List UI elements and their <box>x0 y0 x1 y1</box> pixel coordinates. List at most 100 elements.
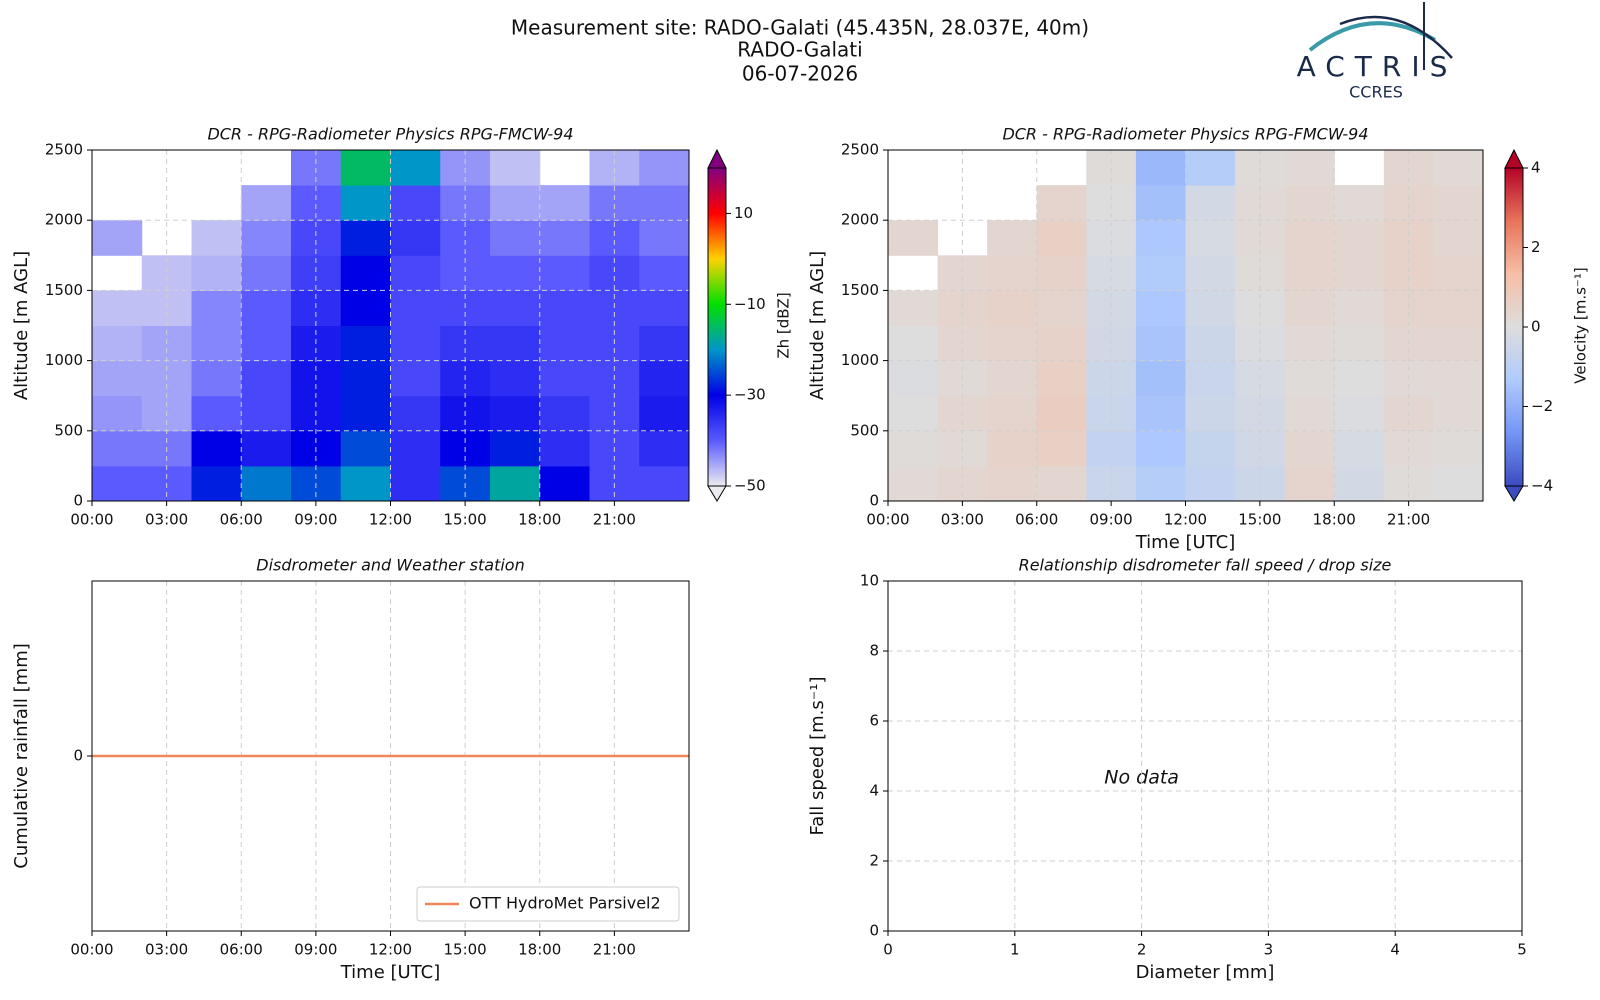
heatmap-cell <box>1036 185 1087 221</box>
panel-title: DCR - RPG-Radiometer Physics RPG-FMCW-94 <box>207 125 573 144</box>
heatmap-cell <box>987 395 1038 432</box>
heatmap-cell <box>390 360 441 397</box>
heatmap-cell <box>490 185 541 221</box>
x-tick-label: 18:00 <box>1313 511 1356 529</box>
heatmap-cell <box>987 220 1038 256</box>
heatmap-cell <box>639 255 690 291</box>
heatmap-cell <box>1135 430 1186 467</box>
panel-title: Disdrometer and Weather station <box>256 556 524 575</box>
heatmap-cell <box>1433 360 1484 397</box>
heatmap-cell <box>191 220 242 256</box>
heatmap-cell <box>1433 395 1484 432</box>
y-axis-label: Altitude [m AGL] <box>11 251 32 400</box>
heatmap-cell <box>888 325 939 362</box>
y-tick-label: 500 <box>54 421 83 439</box>
x-tick-label: 03:00 <box>145 941 188 959</box>
x-tick-label: 21:00 <box>593 941 636 959</box>
heatmap-cell <box>340 395 391 432</box>
heatmap-cell <box>92 290 143 326</box>
y-tick-label: 1500 <box>841 281 879 299</box>
x-axis-label: Time [UTC] <box>340 962 441 983</box>
heatmap-cell <box>340 465 391 502</box>
x-tick-label: 09:00 <box>294 511 337 529</box>
heatmap-cell <box>1334 395 1385 432</box>
colorbar-label: Zh [dBZ] <box>775 292 793 358</box>
y-tick-label: 2000 <box>841 211 879 229</box>
heatmap-cell <box>490 360 541 397</box>
heatmap-cell <box>539 395 590 432</box>
heatmap-cell <box>241 185 292 221</box>
heatmap-cell <box>888 220 939 256</box>
panel-title: Relationship disdrometer fall speed / dr… <box>1019 556 1392 575</box>
heatmap-cell <box>1284 395 1335 432</box>
x-axis-label: Time [UTC] <box>1135 532 1236 553</box>
heatmap-cell <box>1135 255 1186 291</box>
suptitle: 06-07-2026 <box>742 62 858 86</box>
heatmap-cell <box>987 360 1038 397</box>
heatmap-cell <box>340 220 391 256</box>
heatmap-cell <box>987 255 1038 291</box>
heatmap-cell <box>1036 325 1087 362</box>
y-tick-label: 0 <box>73 747 83 765</box>
heatmap-cell <box>92 325 143 362</box>
heatmap-cell <box>1135 465 1186 502</box>
x-tick-label: 5 <box>1517 941 1527 959</box>
x-tick-label: 15:00 <box>444 941 487 959</box>
heatmap-cell <box>490 220 541 256</box>
heatmap-cell <box>1036 360 1087 397</box>
heatmap-cell <box>1284 150 1335 186</box>
x-tick-label: 06:00 <box>1015 511 1058 529</box>
heatmap-cell <box>241 465 292 502</box>
heatmap-cell <box>1284 220 1335 256</box>
heatmap-cell <box>539 255 590 291</box>
heatmap-cell <box>340 185 391 221</box>
heatmap-cell <box>539 360 590 397</box>
heatmap-cell <box>1284 255 1335 291</box>
heatmap-cell <box>1334 465 1385 502</box>
y-tick-label: 10 <box>860 572 879 590</box>
x-tick-label: 12:00 <box>1164 511 1207 529</box>
x-tick-label: 21:00 <box>593 511 636 529</box>
panel: DCR - RPG-Radiometer Physics RPG-FMCW-94… <box>807 125 1590 554</box>
heatmap-cell <box>490 430 541 467</box>
heatmap-cell <box>1036 255 1087 291</box>
panel-title: DCR - RPG-Radiometer Physics RPG-FMCW-94 <box>1002 125 1368 144</box>
heatmap-cell <box>1135 150 1186 186</box>
heatmap-cell <box>1433 150 1484 186</box>
heatmap-cell <box>1433 220 1484 256</box>
suptitle: RADO-Galati <box>737 38 862 62</box>
heatmap-cell <box>1433 185 1484 221</box>
heatmap-cell <box>639 430 690 467</box>
heatmap-cell <box>490 395 541 432</box>
heatmap-cell <box>1135 360 1186 397</box>
heatmap-cell <box>191 255 242 291</box>
heatmap-cell <box>92 220 143 256</box>
heatmap-cell <box>191 325 242 362</box>
logo-arc <box>1339 15 1453 59</box>
logo-arc <box>1308 21 1437 52</box>
colorbar-tick-label: 2 <box>1531 238 1541 256</box>
heatmap-cell <box>1334 290 1385 326</box>
heatmap-cell <box>191 395 242 432</box>
y-tick-label: 1000 <box>841 351 879 369</box>
heatmap-cell <box>92 465 143 502</box>
heatmap-cell <box>1036 430 1087 467</box>
x-tick-label: 18:00 <box>518 511 561 529</box>
heatmap-cell <box>1185 325 1236 362</box>
y-tick-label: 2500 <box>841 141 879 159</box>
heatmap-cell <box>639 150 690 186</box>
heatmap-cell <box>241 430 292 467</box>
heatmap-cell <box>1433 325 1484 362</box>
heatmap-cell <box>390 150 441 186</box>
panel: Relationship disdrometer fall speed / dr… <box>807 556 1527 984</box>
y-tick-label: 1500 <box>45 281 83 299</box>
legend <box>416 886 680 922</box>
heatmap-cell <box>1135 395 1186 432</box>
legend-label: OTT HydroMet Parsivel2 <box>469 894 661 913</box>
y-axis-label: Fall speed [m.s⁻¹] <box>807 677 828 836</box>
heatmap-cell <box>1284 290 1335 326</box>
heatmap-cell <box>1284 325 1335 362</box>
x-tick-label: 03:00 <box>941 511 984 529</box>
heatmap-cell <box>1433 465 1484 502</box>
